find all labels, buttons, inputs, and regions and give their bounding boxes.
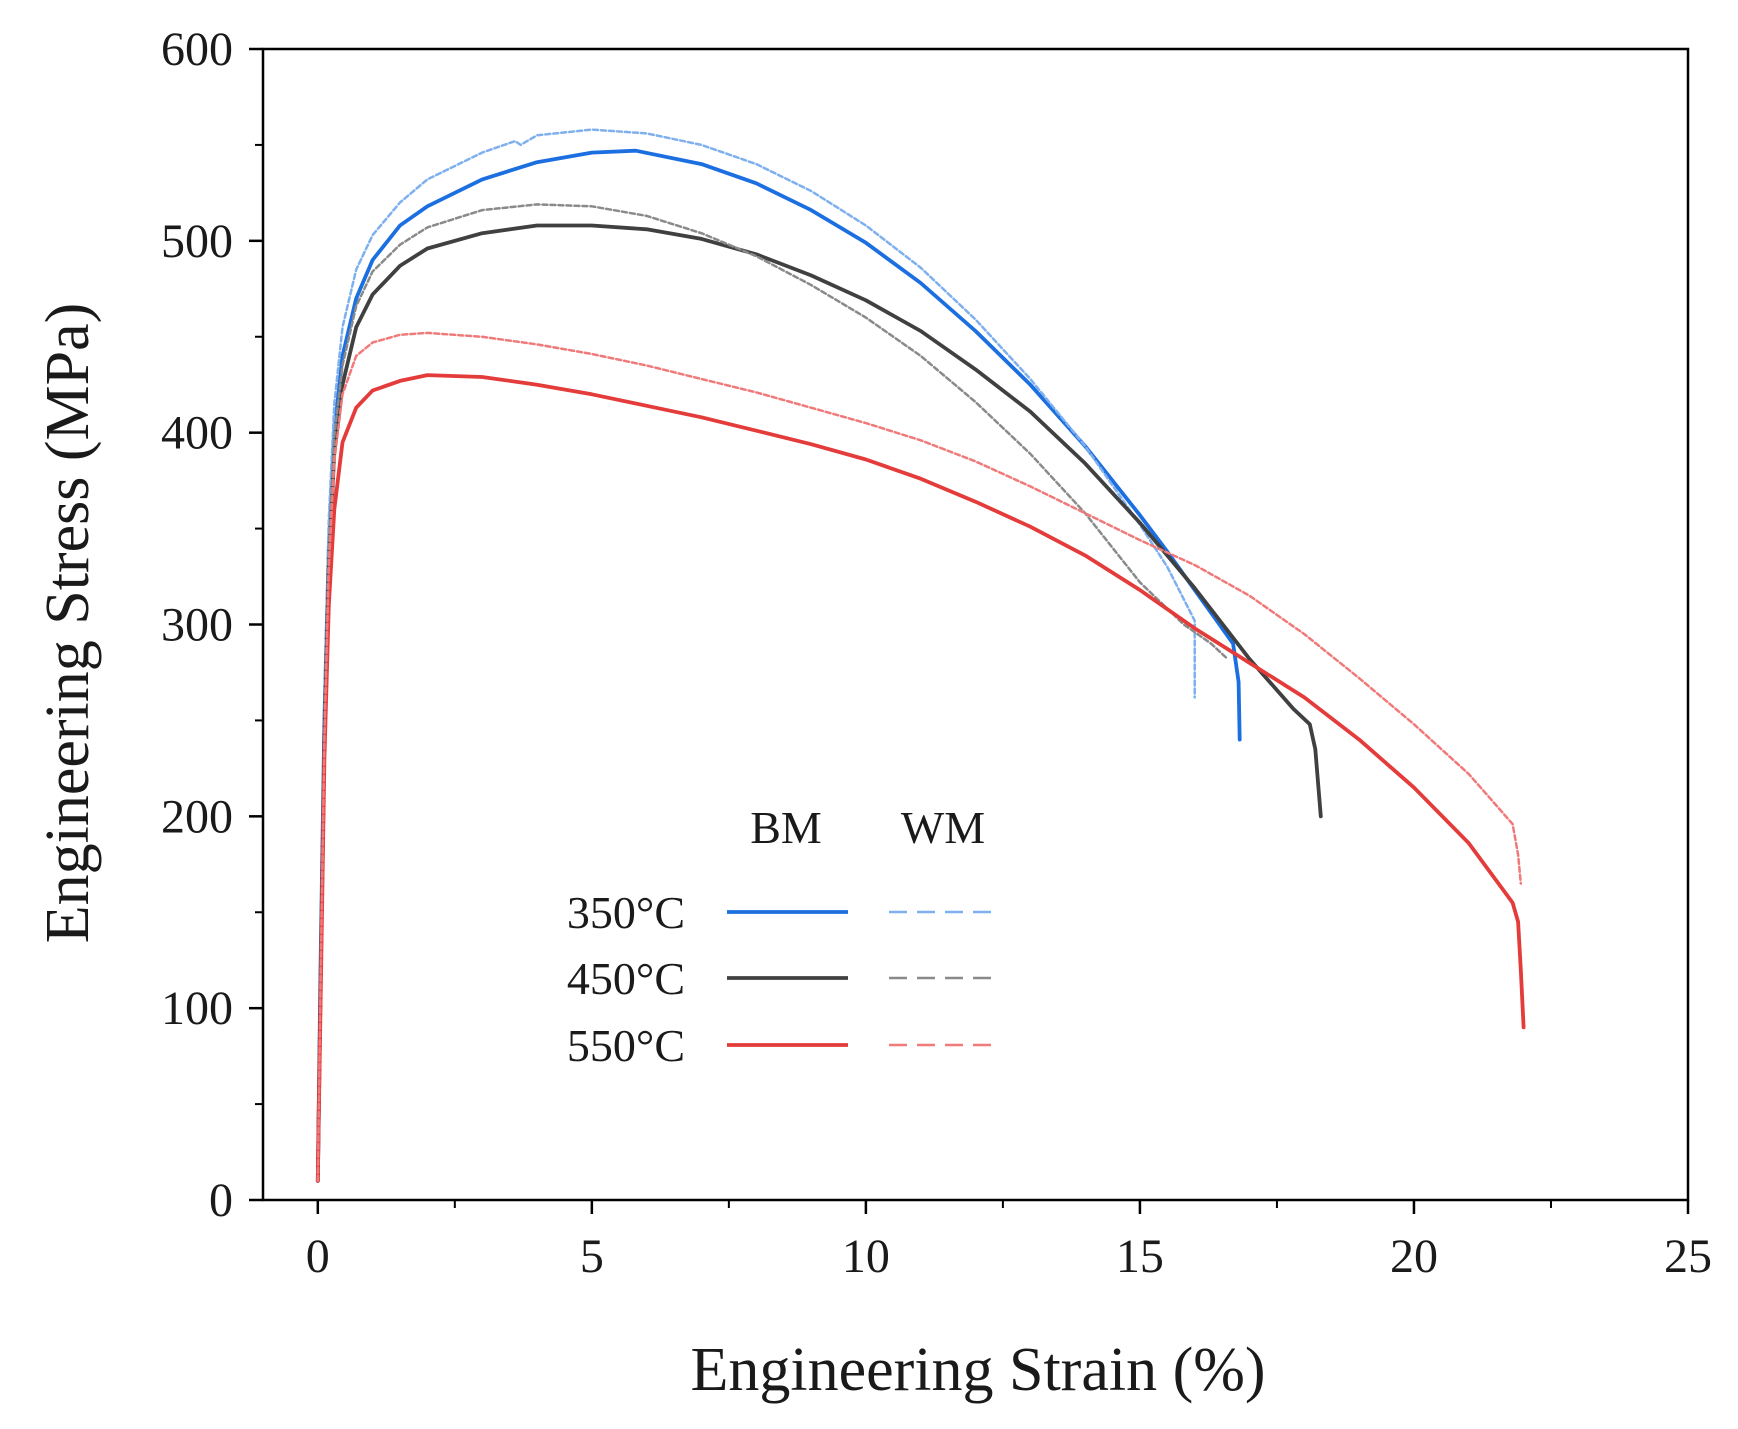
series-line-550-c-wm [316,331,1523,1183]
series-line-350-c-wm [316,128,1196,1183]
x-tick-label: 20 [1390,1230,1438,1283]
y-tick-label: 400 [161,407,233,460]
legend-column-header: BM [750,802,822,853]
series-line-450-c-wm [316,203,1229,1183]
y-tick-label: 0 [209,1174,233,1227]
series-line-450-c-bm [315,223,1323,1183]
y-tick-label: 600 [161,23,233,76]
y-tick-label: 100 [161,982,233,1035]
axes: 0 5 10 15 20 25 0 100 200 300 400 500 600 [161,23,1712,1283]
x-tick-label: 25 [1664,1230,1712,1283]
y-axis-title: Engineering Stress (MPa) [34,303,102,944]
y-tick-label: 200 [161,790,233,843]
x-tick-label: 15 [1116,1230,1164,1283]
x-tick-label: 10 [842,1230,890,1283]
legend: BM WM 350°C 450°C 550°C [567,802,1000,1071]
series-line-350-c-bm [315,148,1242,1183]
y-tick-label: 500 [161,215,233,268]
legend-row-label: 350°C [567,887,685,938]
series-line-550-c-bm [315,373,1526,1183]
y-tick-label: 300 [161,599,233,652]
legend-column-header: WM [901,802,985,853]
x-tick-label: 5 [580,1230,604,1283]
plot-frame [261,47,1690,1202]
x-tick-label: 0 [306,1230,330,1283]
x-axis-title: Engineering Strain (%) [690,1336,1265,1404]
legend-row-label: 450°C [567,953,685,1004]
plot-lines [315,128,1526,1183]
legend-row-label: 550°C [567,1020,685,1071]
